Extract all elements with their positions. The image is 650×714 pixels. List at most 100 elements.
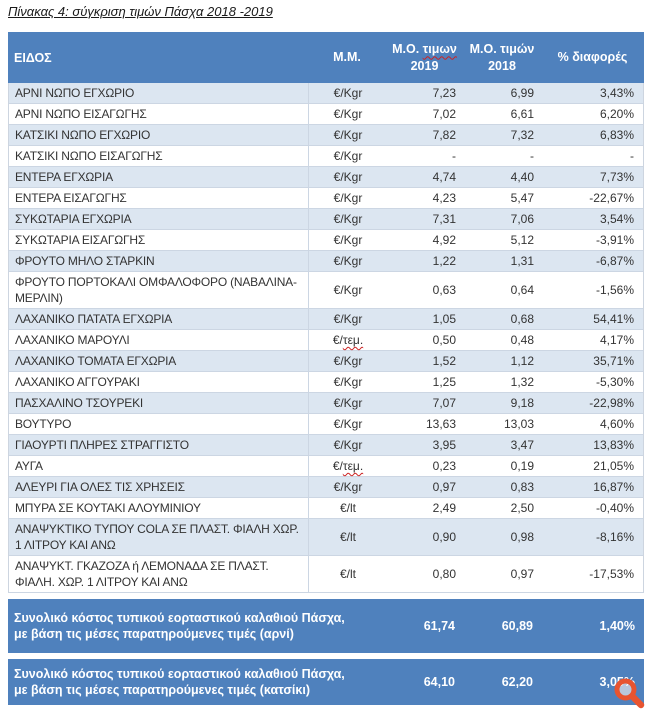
diff-cell: -22,98% <box>589 396 634 410</box>
price-2019-cell: 1,05 <box>432 312 456 326</box>
item-name-cell: ΑΛΕΥΡΙ ΓΙΑ ΟΛΕΣ ΤΙΣ ΧΡΗΣΕΙΣ <box>9 477 309 497</box>
table-row: ΣΥΚΩΤΑΡΙΑ ΕΓΧΩΡΙΑ €/Kgr 7,31 7,06 3,54% <box>9 209 643 230</box>
diff-cell: -0,40% <box>595 501 634 515</box>
diff-cell: 13,83% <box>593 438 634 452</box>
item-name-cell: ΛΑΧΑΝΙΚΟ ΤΟΜΑΤΑ ΕΓΧΩΡΙΑ <box>9 351 309 371</box>
price-2018-cell: 6,61 <box>510 107 534 121</box>
price-2018-cell: 9,18 <box>510 396 534 410</box>
table-row: ΜΠΥΡΑ ΣΕ ΚΟΥΤΑΚΙ ΑΛΟΥΜΙΝΙΟΥ €/lt 2,49 2,… <box>9 498 643 519</box>
unit-cell: €/Kgr <box>333 254 363 268</box>
summary-price-2019: 64,10 <box>423 675 455 689</box>
diff-cell: 7,73% <box>599 170 634 184</box>
price-2019-cell: 0,80 <box>432 567 456 581</box>
unit-cell: €/Kgr <box>333 233 363 247</box>
diff-cell: -1,56% <box>595 283 634 297</box>
table-row: ΑΡΝΙ ΝΩΠΟ ΕΓΧΩΡΙΟ €/Kgr 7,23 6,99 3,43% <box>9 83 643 104</box>
price-2019-cell: 7,82 <box>432 128 456 142</box>
price-2019-cell: 4,92 <box>432 233 456 247</box>
unit-cell: €/lt <box>339 501 356 515</box>
table-row: ΦΡΟΥΤΟ ΠΟΡΤΟΚΑΛΙ ΟΜΦΑΛΟΦΟΡΟ (ΝΑΒΑΛΙΝΑ-ΜΕ… <box>9 272 643 309</box>
diff-cell: 3,54% <box>599 212 634 226</box>
price-2019-cell: 0,97 <box>432 480 456 494</box>
column-header-item: ΕΙΔΟΣ <box>14 50 52 65</box>
summary-diff: 1,40% <box>599 619 635 633</box>
price-2018-cell: 5,12 <box>510 233 534 247</box>
table-row: ΑΝΑΨΥΚΤ. ΓΚΑΖΟΖΑ ή ΛΕΜΟΝΑΔΑ ΣΕ ΠΛΑΣΤ. ΦΙ… <box>9 556 643 593</box>
diff-cell: 16,87% <box>593 480 634 494</box>
unit-cell: €/Kgr <box>333 438 363 452</box>
page-title-text: Πίνακας 4: σύγκριση τιμών Πάσχα 2018 -20… <box>8 4 273 19</box>
table-row: ΦΡΟΥΤΟ ΜΗΛΟ ΣΤΑΡΚΙΝ €/Kgr 1,22 1,31 -6,8… <box>9 251 643 272</box>
price-2019-cell: 1,25 <box>432 375 456 389</box>
item-name-cell: ΓΙΑΟΥΡΤΙ ΠΛΗΡΕΣ ΣΤΡΑΓΓΙΣΤΟ <box>9 435 309 455</box>
table-row: ΑΥΓΑ €/τεμ. 0,23 0,19 21,05% <box>9 456 643 477</box>
price-2018-cell: 0,48 <box>510 333 534 347</box>
price-2019-cell: 7,31 <box>432 212 456 226</box>
summary-label: Συνολικό κόστος τυπικού εορταστικού καλα… <box>14 667 345 697</box>
item-name-cell: ΑΡΝΙ ΝΩΠΟ ΕΙΣΑΓΩΓΗΣ <box>9 104 309 124</box>
magnifier-icon[interactable] <box>612 676 645 709</box>
diff-cell: 35,71% <box>593 354 634 368</box>
price-2018-cell: 2,50 <box>510 501 534 515</box>
price-2019-cell: 1,22 <box>432 254 456 268</box>
item-name-cell: ΚΑΤΣΙΚΙ ΝΩΠΟ ΕΙΣΑΓΩΓΗΣ <box>9 146 309 166</box>
price-2019-cell: 0,63 <box>432 283 456 297</box>
summary-price-2018: 60,89 <box>501 619 533 633</box>
price-2018-cell: 0,68 <box>510 312 534 326</box>
table-body: ΑΡΝΙ ΝΩΠΟ ΕΓΧΩΡΙΟ €/Kgr 7,23 6,99 3,43% … <box>8 83 644 593</box>
summary-row-goat: Συνολικό κόστος τυπικού εορταστικού καλα… <box>8 659 644 705</box>
item-name-cell: ΜΠΥΡΑ ΣΕ ΚΟΥΤΑΚΙ ΑΛΟΥΜΙΝΙΟΥ <box>9 498 309 518</box>
item-name-cell: ΑΝΑΨΥΚΤΙΚΟ ΤΥΠΟΥ COLA ΣΕ ΠΛΑΣΤ. ΦΙΑΛΗ ΧΩ… <box>9 519 309 555</box>
price-2018-cell: - <box>530 149 534 163</box>
diff-cell: -22,67% <box>589 191 634 205</box>
table-row: ΑΡΝΙ ΝΩΠΟ ΕΙΣΑΓΩΓΗΣ €/Kgr 7,02 6,61 6,20… <box>9 104 643 125</box>
price-2018-cell: 13,03 <box>503 417 534 431</box>
price-2019-cell: 13,63 <box>425 417 456 431</box>
table-row: ΛΑΧΑΝΙΚΟ ΜΑΡΟΥΛΙ €/τεμ. 0,50 0,48 4,17% <box>9 330 643 351</box>
item-name-cell: ΒΟΥΤΥΡΟ <box>9 414 309 434</box>
diff-cell: -8,16% <box>595 530 634 544</box>
diff-cell: 3,43% <box>599 86 634 100</box>
table-row: ΚΑΤΣΙΚΙ ΝΩΠΟ ΕΙΣΑΓΩΓΗΣ €/Kgr - - - <box>9 146 643 167</box>
price-2018-cell: 6,99 <box>510 86 534 100</box>
unit-cell: €/Kgr <box>333 283 363 297</box>
item-name-cell: ΑΝΑΨΥΚΤ. ΓΚΑΖΟΖΑ ή ΛΕΜΟΝΑΔΑ ΣΕ ΠΛΑΣΤ. ΦΙ… <box>9 556 309 592</box>
price-2019-cell: 7,02 <box>432 107 456 121</box>
price-2018-cell: 5,47 <box>510 191 534 205</box>
table-row: ΕΝΤΕΡΑ ΕΙΣΑΓΩΓΗΣ €/Kgr 4,23 5,47 -22,67% <box>9 188 643 209</box>
diff-cell: 4,60% <box>599 417 634 431</box>
item-name-cell: ΣΥΚΩΤΑΡΙΑ ΕΓΧΩΡΙΑ <box>9 209 309 229</box>
unit-cell: €/Kgr <box>333 417 363 431</box>
item-name-cell: ΛΑΧΑΝΙΚΟ ΜΑΡΟΥΛΙ <box>9 330 309 350</box>
price-2018-cell: 0,97 <box>510 567 534 581</box>
item-name-cell: ΕΝΤΕΡΑ ΕΙΣΑΓΩΓΗΣ <box>9 188 309 208</box>
price-2019-cell: 1,52 <box>432 354 456 368</box>
table-row: ΛΑΧΑΝΙΚΟ ΠΑΤΑΤΑ ΕΓΧΩΡΙΑ €/Kgr 1,05 0,68 … <box>9 309 643 330</box>
diff-cell: -6,87% <box>595 254 634 268</box>
unit-cell: €/Kgr <box>333 375 363 389</box>
item-name-cell: ΕΝΤΕΡΑ ΕΓΧΩΡΙΑ <box>9 167 309 187</box>
unit-cell: €/Kgr <box>333 191 363 205</box>
price-2018-cell: 0,64 <box>510 283 534 297</box>
spellcheck-word: τεμ. <box>342 459 364 473</box>
unit-cell: €/τεμ. <box>332 333 364 347</box>
diff-cell: -17,53% <box>589 567 634 581</box>
price-2018-cell: 1,32 <box>510 375 534 389</box>
item-name-cell: ΦΡΟΥΤΟ ΜΗΛΟ ΣΤΑΡΚΙΝ <box>9 251 309 271</box>
table-row: ΓΙΑΟΥΡΤΙ ΠΛΗΡΕΣ ΣΤΡΑΓΓΙΣΤΟ €/Kgr 3,95 3,… <box>9 435 643 456</box>
diff-cell: 4,17% <box>599 333 634 347</box>
diff-cell: 54,41% <box>593 312 634 326</box>
table-row: ΠΑΣΧΑΛΙΝΟ ΤΣΟΥΡΕΚΙ €/Kgr 7,07 9,18 -22,9… <box>9 393 643 414</box>
item-name-cell: ΦΡΟΥΤΟ ΠΟΡΤΟΚΑΛΙ ΟΜΦΑΛΟΦΟΡΟ (ΝΑΒΑΛΙΝΑ-ΜΕ… <box>9 272 309 308</box>
item-name-cell: ΛΑΧΑΝΙΚΟ ΠΑΤΑΤΑ ΕΓΧΩΡΙΑ <box>9 309 309 329</box>
price-2018-cell: 3,47 <box>510 438 534 452</box>
price-2018-cell: 4,40 <box>510 170 534 184</box>
diff-cell: -5,30% <box>595 375 634 389</box>
diff-cell: 6,20% <box>599 107 634 121</box>
price-2018-cell: 0,83 <box>510 480 534 494</box>
diff-cell: 6,83% <box>599 128 634 142</box>
spellcheck-word: τεμ. <box>342 333 364 347</box>
price-2018-cell: 0,19 <box>510 459 534 473</box>
unit-cell: €/Kgr <box>333 480 363 494</box>
unit-cell: €/τεμ. <box>332 459 364 473</box>
